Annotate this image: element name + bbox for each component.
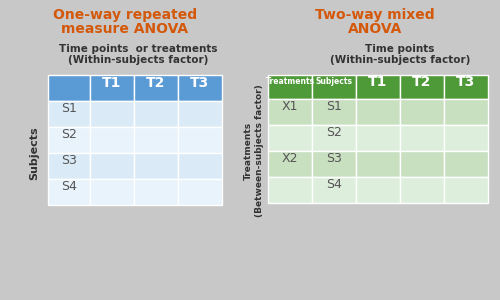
Text: One-way repeated: One-way repeated	[53, 8, 197, 22]
Text: Treatments: Treatments	[266, 77, 314, 86]
Bar	[90, 153, 134, 179]
Bar	[400, 177, 444, 203]
Bar	[268, 99, 312, 125]
Bar	[48, 101, 90, 127]
Bar	[90, 75, 134, 101]
Text: S3: S3	[61, 154, 77, 167]
Bar	[444, 99, 488, 125]
Bar	[268, 177, 312, 203]
Bar	[178, 75, 222, 101]
Bar	[134, 179, 178, 205]
Text: T1: T1	[368, 75, 388, 89]
Text: Subjects: Subjects	[29, 126, 39, 180]
Bar	[178, 127, 222, 153]
Bar	[400, 75, 444, 99]
Bar	[48, 153, 90, 179]
Text: Time points: Time points	[366, 44, 434, 54]
Bar	[134, 127, 178, 153]
Bar	[356, 151, 400, 177]
Bar	[312, 177, 356, 203]
Text: (Within-subjects factor): (Within-subjects factor)	[330, 55, 470, 65]
Text: S1: S1	[61, 103, 77, 116]
Bar	[400, 99, 444, 125]
Text: Two-way mixed: Two-way mixed	[315, 8, 435, 22]
Bar	[178, 179, 222, 205]
Text: S2: S2	[61, 128, 77, 142]
Text: S3: S3	[326, 152, 342, 166]
Text: S2: S2	[326, 127, 342, 140]
Bar	[312, 75, 356, 99]
Bar	[268, 125, 312, 151]
Bar	[312, 125, 356, 151]
Bar	[178, 101, 222, 127]
Text: S1: S1	[326, 100, 342, 113]
Bar	[90, 127, 134, 153]
Text: S4: S4	[61, 181, 77, 194]
Text: X1: X1	[282, 100, 298, 113]
Bar	[444, 75, 488, 99]
Bar	[312, 151, 356, 177]
Bar	[48, 179, 90, 205]
Text: X2: X2	[282, 152, 298, 166]
Bar	[178, 153, 222, 179]
Bar	[444, 151, 488, 177]
Bar	[48, 75, 90, 101]
Bar	[48, 127, 90, 153]
Bar	[268, 151, 312, 177]
Text: (Within-subjects factor): (Within-subjects factor)	[68, 55, 208, 65]
Bar	[134, 101, 178, 127]
Bar	[356, 125, 400, 151]
Bar	[134, 153, 178, 179]
Text: Treatments
(Between-subjects factor): Treatments (Between-subjects factor)	[244, 85, 264, 218]
Text: T3: T3	[190, 76, 210, 90]
Text: T2: T2	[146, 76, 166, 90]
Text: Subjects: Subjects	[316, 77, 352, 86]
Bar	[356, 99, 400, 125]
Bar	[356, 75, 400, 99]
Bar	[400, 125, 444, 151]
Text: T3: T3	[456, 75, 475, 89]
Bar	[444, 177, 488, 203]
Text: Time points  or treatments: Time points or treatments	[59, 44, 217, 54]
Bar	[90, 179, 134, 205]
Text: measure ANOVA: measure ANOVA	[62, 22, 188, 36]
Bar	[312, 99, 356, 125]
Text: S4: S4	[326, 178, 342, 191]
Bar	[444, 125, 488, 151]
Bar	[400, 151, 444, 177]
Bar	[90, 101, 134, 127]
Bar	[356, 177, 400, 203]
Bar	[268, 75, 312, 99]
Text: T1: T1	[102, 76, 122, 90]
Bar	[134, 75, 178, 101]
Text: ANOVA: ANOVA	[348, 22, 402, 36]
Text: T2: T2	[412, 75, 432, 89]
